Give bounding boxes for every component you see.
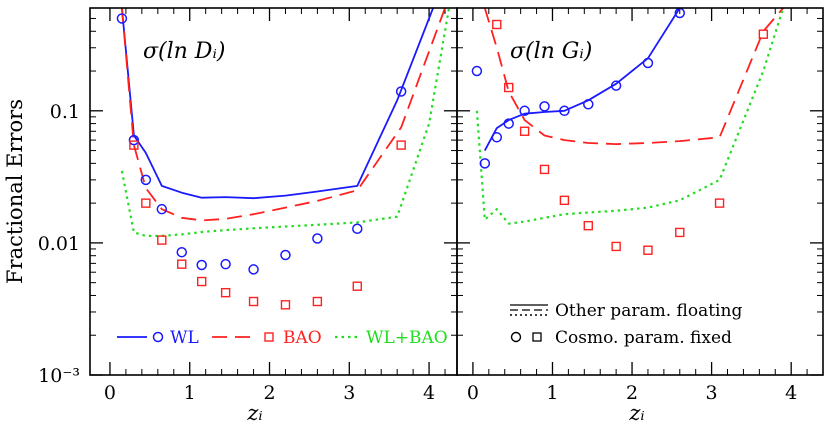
- panel-growth-distance: 0 1 2 3 4 10⁻³ 0.01 0.1: [38, 7, 458, 404]
- data-point-circle: [610, 80, 622, 91]
- data-point-circle: [519, 105, 530, 117]
- data-point-circle: [559, 105, 570, 117]
- data-point-square: [129, 140, 139, 150]
- data-point-square: [643, 245, 653, 255]
- data-point-square: [157, 235, 167, 245]
- data-point-circle: [248, 264, 259, 275]
- data-point-square: [177, 259, 187, 269]
- data-point-circle: [176, 246, 187, 258]
- data-point-circle: [196, 259, 207, 271]
- y-tick-label: 0.01: [38, 233, 80, 255]
- y-axis-title: Fractional Errors: [3, 99, 27, 284]
- data-point-circle: [220, 258, 231, 270]
- x-axis-title-left: zᵢ: [246, 401, 262, 425]
- data-point-square: [492, 19, 502, 30]
- legend-label: BAO: [283, 328, 322, 348]
- data-point-square: [539, 164, 550, 175]
- data-point-square: [559, 195, 570, 206]
- legend-marker-circle: [510, 331, 522, 343]
- x-tick-label: 4: [423, 382, 435, 404]
- data-point-square: [675, 227, 685, 238]
- data-point-circle: [352, 223, 363, 234]
- data-point-circle: [479, 158, 491, 169]
- data-point-circle: [128, 134, 140, 146]
- x-tick-label: 4: [785, 382, 797, 404]
- y-tick-label: 10⁻³: [38, 365, 80, 387]
- data-point-square: [220, 287, 231, 298]
- data-point-square: [504, 82, 514, 93]
- data-point-square: [312, 296, 323, 307]
- data-point-circle: [583, 99, 594, 110]
- panel-label-left: σ(ln Dᵢ): [143, 39, 225, 64]
- x-tick-label: 0: [104, 382, 116, 404]
- series-line-wl: [121, 8, 434, 200]
- data-point-circle: [491, 132, 503, 143]
- legend-label: Cosmo. param. fixed: [555, 328, 732, 348]
- x-tick-label: 3: [706, 382, 718, 404]
- data-point-square: [248, 296, 259, 307]
- data-point-square: [396, 140, 406, 150]
- y-tick-label: 0.1: [50, 101, 80, 123]
- data-point-circle: [312, 233, 323, 244]
- plot-area: [116, 8, 451, 310]
- x-tick-label: 2: [626, 382, 638, 404]
- data-point-circle: [471, 65, 483, 77]
- data-point-circle: [395, 86, 407, 97]
- plot-area: [471, 8, 785, 255]
- data-point-circle: [156, 203, 168, 215]
- legend-right: Other param. floating Cosmo. param. fixed: [510, 301, 742, 348]
- series-line-wl: [484, 8, 681, 152]
- x-tick-label: 1: [184, 382, 196, 404]
- data-point-square: [280, 300, 291, 310]
- data-point-square: [611, 241, 621, 252]
- legend-label: WL+BAO: [366, 328, 448, 348]
- series-line-wl-bao: [120, 8, 451, 237]
- legend-label: WL: [170, 328, 199, 348]
- series-line-bao: [483, 8, 784, 145]
- legend-marker-square: [532, 332, 542, 342]
- x-tick-label: 2: [263, 382, 275, 404]
- legend-label: Other param. floating: [555, 301, 742, 321]
- data-point-square: [758, 29, 769, 39]
- legend-left: WL BAO WL+BAO: [117, 328, 448, 348]
- x-tick-label: 0: [467, 382, 479, 404]
- data-point-circle: [280, 249, 291, 261]
- legend-marker-circle: [152, 331, 164, 343]
- data-point-circle: [116, 13, 128, 24]
- x-tick-label: 1: [546, 382, 558, 404]
- data-point-circle: [140, 174, 152, 186]
- x-tick-label: 3: [343, 382, 355, 404]
- data-point-square: [583, 220, 593, 231]
- data-point-square: [196, 276, 207, 287]
- x-axis-title-right: zᵢ: [628, 401, 644, 425]
- panel-label-right: σ(ln Gᵢ): [510, 39, 592, 64]
- data-point-square: [141, 198, 151, 208]
- plot-frame: [456, 7, 824, 376]
- data-point-square: [352, 281, 362, 291]
- data-point-square: [714, 198, 725, 208]
- legend-marker-square: [264, 332, 274, 342]
- data-point-square: [519, 126, 530, 136]
- data-point-circle: [539, 101, 550, 112]
- data-point-circle: [503, 118, 514, 129]
- panel-growth-factor: 0 1 2 3 4: [456, 7, 824, 404]
- data-point-circle: [642, 57, 654, 69]
